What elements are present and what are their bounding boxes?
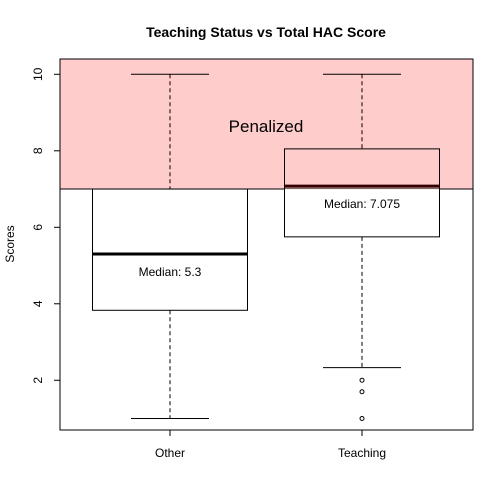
y-tick-label: 10 <box>31 67 45 81</box>
plot-frame <box>59 58 474 431</box>
y-tick-label: 8 <box>31 147 45 154</box>
box-fill <box>284 189 440 237</box>
y-axis: 2 4 6 8 10 <box>31 67 61 384</box>
y-axis-label: Scores <box>3 225 17 262</box>
box-teaching: Median: 7.075 <box>284 73 440 422</box>
x-tick-label: Teaching <box>338 446 386 460</box>
outlier-point <box>359 416 365 422</box>
penalized-label: Penalized <box>229 117 304 136</box>
box-other: Median: 5.3 <box>92 73 248 420</box>
outlier-point <box>359 389 365 395</box>
median-label: Median: 7.075 <box>324 197 400 211</box>
median-label: Median: 5.3 <box>139 265 202 279</box>
y-tick-label: 4 <box>31 300 45 307</box>
box-iqr <box>92 188 248 311</box>
outlier-point <box>359 377 365 383</box>
penalized-region <box>60 59 473 190</box>
box-fill <box>92 189 248 311</box>
box-iqr <box>284 148 440 238</box>
boxes-group: Median: 5.3 Median: 7.075 <box>92 73 440 422</box>
x-axis: Other Teaching <box>155 429 386 460</box>
y-tick-label: 2 <box>31 377 45 384</box>
chart-title: Teaching Status vs Total HAC Score <box>146 24 386 40</box>
y-tick-label: 6 <box>31 224 45 231</box>
x-tick-label: Other <box>155 446 185 460</box>
